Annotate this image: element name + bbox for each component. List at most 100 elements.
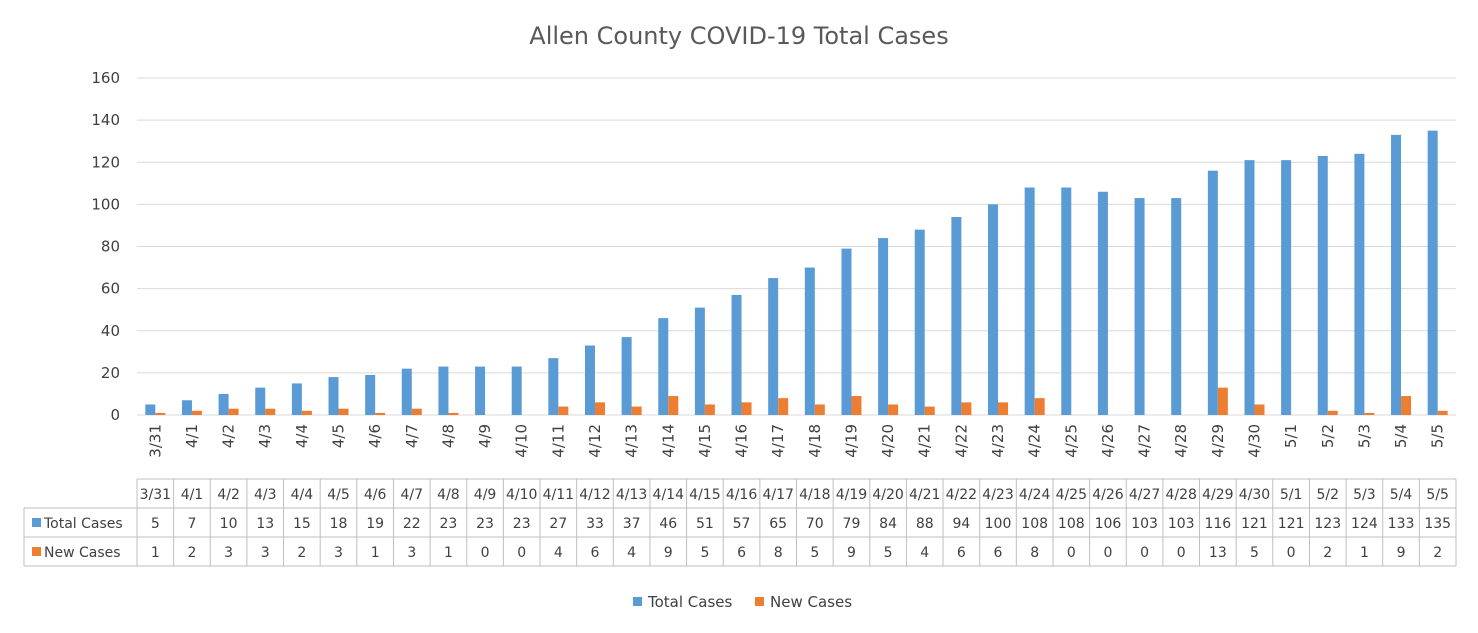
table-value-cell: 4 (627, 545, 636, 561)
x-tick-label: 4/1 (183, 424, 201, 448)
bar-new-cases (1327, 410, 1338, 415)
table-series-name: New Cases (44, 545, 121, 561)
x-tick-label: 4/27 (1136, 424, 1154, 458)
table-header-cell: 4/7 (401, 487, 424, 503)
bar-total-cases (584, 345, 595, 415)
data-table: 3/31 4/1 4/2 4/3 4/4 4/5 4/6 4/7 4/8 4/9 4/10 4/11 4… (23, 478, 1457, 567)
x-tick-label: 4/21 (916, 424, 934, 458)
table-value-cell: 23 (440, 516, 458, 532)
y-tick-label: 20 (101, 364, 120, 382)
y-tick-label: 40 (101, 322, 120, 340)
table-value-cell: 3 (407, 545, 416, 561)
bar-new-cases (338, 408, 349, 415)
table-value-cell: 0 (1067, 545, 1076, 561)
table-header-cell: 3/31 (140, 487, 171, 503)
table-value-cell: 5 (151, 516, 160, 532)
legend-label: Total Cases (647, 593, 733, 611)
table-header-cell: 4/12 (579, 487, 610, 503)
table-value-cell: 5 (884, 545, 893, 561)
table-value-cell: 23 (476, 516, 494, 532)
bar-new-cases (1364, 412, 1375, 415)
legend: Total Cases New Cases (633, 593, 852, 611)
table-value-cell: 57 (733, 516, 751, 532)
bar-total-cases (731, 294, 742, 415)
bar-total-cases (181, 400, 192, 415)
x-tick-label: 4/26 (1099, 424, 1117, 458)
table-value-cell: 2 (1433, 545, 1442, 561)
bar-new-cases (1401, 396, 1412, 415)
table-value-cell: 0 (1140, 545, 1149, 561)
bar-new-cases (778, 398, 789, 415)
table-value-cell: 10 (220, 516, 238, 532)
bar-new-cases (411, 408, 422, 415)
table-value-cell: 0 (1103, 545, 1112, 561)
bar-new-cases (191, 410, 202, 415)
x-tick-label: 5/5 (1429, 424, 1447, 448)
bar-new-cases (1254, 404, 1265, 415)
x-tick-label: 4/3 (256, 424, 274, 448)
table-value-cell: 9 (664, 545, 673, 561)
x-tick-label: 4/18 (806, 424, 824, 458)
x-tick-label: 4/9 (476, 424, 494, 448)
bar-total-cases (1354, 153, 1365, 415)
bar-total-cases (1244, 160, 1255, 415)
bar-total-cases (841, 248, 852, 415)
bar-total-cases (218, 393, 229, 415)
x-tick-label: 5/2 (1319, 424, 1337, 448)
x-tick-label: 4/8 (439, 424, 457, 448)
grid (137, 77, 1456, 416)
table-value-cell: 108 (1058, 516, 1085, 532)
table-value-cell: 70 (806, 516, 824, 532)
bar-new-cases (888, 404, 899, 415)
bar-total-cases (658, 318, 669, 415)
table-header-cell: 4/25 (1056, 487, 1087, 503)
bar-new-cases (741, 402, 752, 415)
table-value-cell: 2 (187, 545, 196, 561)
table-value-cell: 5 (1250, 545, 1259, 561)
bar-new-cases (301, 410, 312, 415)
table-value-cell: 5 (810, 545, 819, 561)
table-value-cell: 124 (1351, 516, 1378, 532)
table-value-cell: 116 (1204, 516, 1231, 532)
y-tick-label: 60 (101, 280, 120, 298)
table-header-cell: 4/28 (1165, 487, 1196, 503)
table-value-cell: 135 (1424, 516, 1451, 532)
table-value-cell: 0 (1287, 545, 1296, 561)
table-header-cell: 4/8 (437, 487, 460, 503)
x-tick-label: 4/16 (733, 424, 751, 458)
table-value-cell: 22 (403, 516, 421, 532)
x-axis-labels: 3/31 4/1 4/2 4/3 4/4 4/5 4/6 4/7 4/8 4/9 4/10 4/11 4… (146, 424, 1446, 458)
table-value-cell: 33 (586, 516, 604, 532)
bar-total-cases (365, 374, 376, 415)
bar-total-cases (951, 217, 962, 415)
bar-new-cases (558, 406, 569, 415)
table-header-cell: 4/13 (616, 487, 647, 503)
bar-new-cases (265, 408, 276, 415)
table-value-cell: 0 (481, 545, 490, 561)
table-value-cell: 103 (1168, 516, 1195, 532)
bar-new-cases (998, 402, 1009, 415)
table-value-cell: 4 (920, 545, 929, 561)
table-value-cell: 5 (700, 545, 709, 561)
bar-total-cases (1097, 191, 1108, 415)
table-value-cell: 1 (371, 545, 380, 561)
table-value-cell: 13 (256, 516, 274, 532)
table-value-cell: 0 (517, 545, 526, 561)
x-tick-label: 5/4 (1392, 424, 1410, 448)
table-value-cell: 3 (224, 545, 233, 561)
table-value-cell: 79 (843, 516, 861, 532)
table-value-cell: 121 (1278, 516, 1305, 532)
bar-total-cases (768, 278, 779, 415)
x-tick-label: 4/30 (1245, 424, 1263, 458)
table-value-cell: 51 (696, 516, 714, 532)
x-tick-label: 4/13 (623, 424, 641, 458)
x-tick-label: 4/25 (1062, 424, 1080, 458)
x-tick-label: 4/5 (330, 424, 348, 448)
table-value-cell: 103 (1131, 516, 1158, 532)
bar-new-cases (704, 404, 715, 415)
bar-total-cases (1207, 170, 1218, 415)
table-value-cell: 18 (330, 516, 348, 532)
bar-total-cases (255, 387, 266, 415)
legend-swatch (633, 597, 642, 606)
table-value-cell: 2 (1323, 545, 1332, 561)
